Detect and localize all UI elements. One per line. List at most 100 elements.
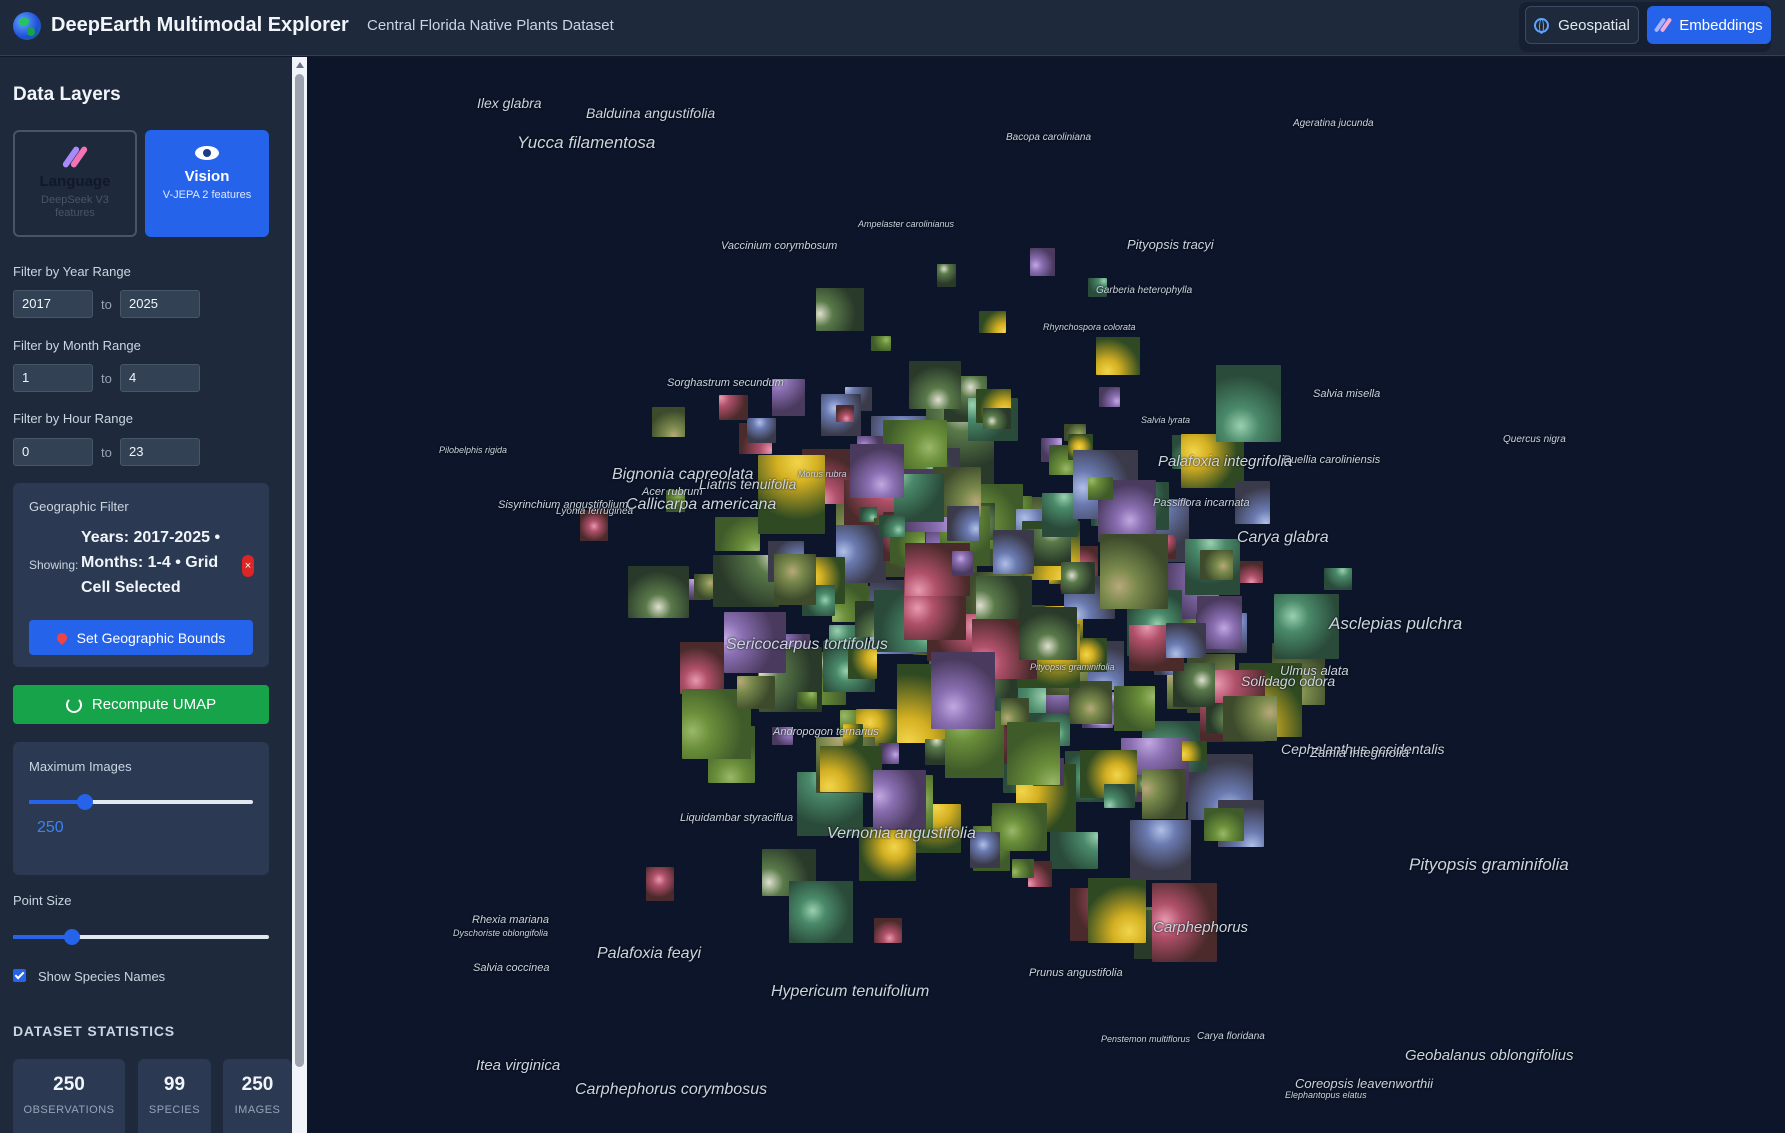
- plant-image-thumbnail[interactable]: [979, 311, 1006, 333]
- plant-image-thumbnail[interactable]: [724, 612, 786, 673]
- embedding-canvas[interactable]: Callicarpa americana Ulmus alata Vaccinium…: [307, 57, 1785, 1133]
- plant-image-thumbnail[interactable]: [652, 407, 685, 437]
- plant-image-thumbnail[interactable]: [680, 642, 724, 694]
- plant-image-thumbnail[interactable]: [1088, 278, 1107, 297]
- plant-image-thumbnail[interactable]: [1114, 686, 1155, 731]
- plant-image-thumbnail[interactable]: [1216, 365, 1281, 442]
- plant-image-thumbnail[interactable]: [1235, 561, 1263, 583]
- plant-image-thumbnail[interactable]: [666, 490, 685, 512]
- plant-image-thumbnail[interactable]: [797, 692, 817, 709]
- clear-filter-button[interactable]: ×: [242, 555, 254, 577]
- plant-image-thumbnail[interactable]: [859, 827, 916, 881]
- plant-image-thumbnail[interactable]: [1088, 477, 1113, 500]
- plant-image-thumbnail[interactable]: [580, 510, 608, 541]
- geospatial-button[interactable]: Geospatial: [1525, 6, 1639, 44]
- scroll-up-arrow-icon[interactable]: [296, 62, 304, 68]
- species-label: Palafoxia integrifolia: [1158, 453, 1293, 470]
- plant-image-thumbnail[interactable]: [816, 288, 864, 331]
- plant-image-thumbnail[interactable]: [993, 530, 1034, 574]
- max-images-slider[interactable]: [29, 794, 253, 810]
- plant-image-thumbnail[interactable]: [1099, 387, 1120, 407]
- plant-image-thumbnail[interactable]: [1324, 568, 1352, 590]
- plant-image-thumbnail[interactable]: [1223, 696, 1277, 741]
- layer-vision-card[interactable]: Vision V-JEPA 2 features: [145, 130, 269, 237]
- plant-image-thumbnail[interactable]: [836, 405, 854, 422]
- point-size-slider[interactable]: [13, 929, 269, 945]
- plant-image-thumbnail[interactable]: [909, 361, 961, 409]
- plant-image-thumbnail[interactable]: [1012, 859, 1034, 878]
- recompute-umap-button[interactable]: Recompute UMAP: [13, 685, 269, 724]
- sidebar-scrollbar[interactable]: [292, 57, 307, 1133]
- plant-image-thumbnail[interactable]: [873, 770, 926, 830]
- plant-image-thumbnail[interactable]: [758, 455, 825, 534]
- year-from-input[interactable]: 2017: [13, 290, 93, 318]
- plant-image-thumbnail[interactable]: [1200, 550, 1233, 580]
- plant-image-thumbnail[interactable]: [1130, 820, 1191, 880]
- plant-image-thumbnail[interactable]: [952, 551, 973, 576]
- plant-image-thumbnail[interactable]: [1182, 741, 1207, 761]
- plant-image-thumbnail[interactable]: [789, 881, 853, 943]
- plant-image-thumbnail[interactable]: [715, 517, 760, 551]
- plant-image-thumbnail[interactable]: [774, 554, 816, 605]
- plant-image-thumbnail[interactable]: [1104, 784, 1135, 808]
- plant-image-thumbnail[interactable]: [1152, 883, 1217, 962]
- plant-image-thumbnail[interactable]: [992, 803, 1047, 851]
- plant-image-thumbnail[interactable]: [737, 676, 775, 709]
- max-images-slider-thumb[interactable]: [77, 794, 93, 810]
- plant-image-thumbnail[interactable]: [1042, 493, 1078, 537]
- plant-image-thumbnail[interactable]: [772, 379, 805, 416]
- plant-image-thumbnail[interactable]: [937, 264, 956, 287]
- species-label: Solidago odora: [1241, 673, 1336, 689]
- plant-image-thumbnail[interactable]: [646, 867, 674, 901]
- species-label: Liquidambar styraciflua: [680, 812, 794, 824]
- point-size-slider-thumb[interactable]: [63, 929, 80, 945]
- hour-from-input[interactable]: 0: [13, 438, 93, 466]
- plant-image-thumbnail[interactable]: [874, 918, 902, 943]
- hour-to-input[interactable]: 23: [120, 438, 200, 466]
- plant-image-thumbnail[interactable]: [1181, 434, 1244, 488]
- plant-image-thumbnail[interactable]: [1096, 337, 1140, 375]
- plant-image-thumbnail[interactable]: [1088, 878, 1146, 943]
- plant-image-thumbnail[interactable]: [628, 566, 689, 618]
- layer-language-card[interactable]: Language DeepSeek V3 features: [13, 130, 137, 237]
- month-to-input[interactable]: 4: [120, 364, 200, 392]
- plant-image-thumbnail[interactable]: [871, 336, 891, 351]
- plant-image-thumbnail[interactable]: [1069, 681, 1112, 724]
- plant-image-thumbnail[interactable]: [1001, 698, 1029, 725]
- plant-image-thumbnail[interactable]: [1100, 534, 1168, 609]
- plant-image-thumbnail[interactable]: [879, 515, 905, 537]
- plant-image-thumbnail[interactable]: [1050, 832, 1098, 869]
- set-geographic-bounds-button[interactable]: Set Geographic Bounds: [29, 620, 253, 655]
- plant-image-thumbnail[interactable]: [970, 832, 1000, 868]
- species-label: Carya glabra: [1237, 529, 1329, 546]
- plant-image-thumbnail[interactable]: [879, 743, 899, 764]
- year-to-input[interactable]: 2025: [120, 290, 200, 318]
- plant-image-thumbnail[interactable]: [859, 507, 877, 522]
- show-species-names-checkbox[interactable]: [13, 969, 26, 982]
- embeddings-button[interactable]: Embeddings: [1647, 6, 1771, 44]
- plant-image-thumbnail[interactable]: [1030, 248, 1055, 276]
- plant-image-thumbnail[interactable]: [719, 395, 748, 420]
- month-to-label: to: [101, 371, 112, 386]
- plant-image-thumbnail[interactable]: [1235, 481, 1270, 524]
- plant-image-thumbnail[interactable]: [1274, 594, 1339, 659]
- plant-image-thumbnail[interactable]: [848, 649, 877, 679]
- plant-image-thumbnail[interactable]: [1142, 769, 1186, 819]
- species-label: Rhexia mariana: [472, 914, 550, 926]
- scrollbar-thumb[interactable]: [295, 74, 304, 1067]
- plant-image-thumbnail[interactable]: [694, 574, 715, 599]
- plant-image-thumbnail[interactable]: [1204, 808, 1244, 841]
- plant-image-thumbnail[interactable]: [843, 724, 863, 746]
- plant-image-thumbnail[interactable]: [983, 408, 1011, 429]
- plant-image-thumbnail[interactable]: [947, 506, 979, 541]
- plant-image-thumbnail[interactable]: [1007, 722, 1060, 785]
- plant-image-thumbnail[interactable]: [747, 418, 776, 443]
- plant-image-thumbnail[interactable]: [1166, 623, 1206, 658]
- plant-image-thumbnail[interactable]: [772, 727, 793, 745]
- plant-image-thumbnail[interactable]: [1019, 607, 1077, 660]
- plant-image-thumbnail[interactable]: [931, 652, 995, 729]
- plant-image-thumbnail[interactable]: [850, 444, 904, 498]
- plant-image-thumbnail[interactable]: [820, 746, 882, 792]
- month-from-input[interactable]: 1: [13, 364, 93, 392]
- plant-image-thumbnail[interactable]: [1061, 562, 1095, 594]
